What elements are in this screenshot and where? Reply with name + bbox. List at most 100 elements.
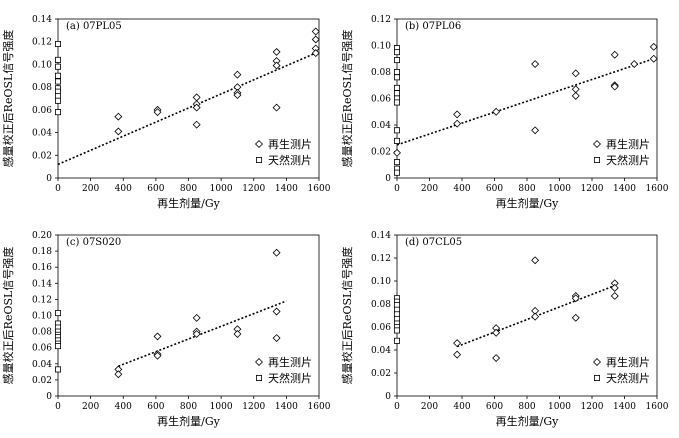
data-point-diamond (311, 35, 320, 44)
x-tick-label: 800 (180, 184, 197, 194)
y-tick-label: 0.08 (32, 328, 52, 338)
x-tick-label: 1200 (242, 402, 265, 412)
data-point-diamond (114, 370, 123, 379)
y-tick-label: 0.12 (32, 38, 52, 48)
chart-panel: 0 200 400 600 800 1000 1200 1400 1600 0 0.02 0.04 0.… (1, 15, 331, 210)
legend-label: 天然测片 (606, 153, 650, 167)
data-point-diamond (531, 60, 540, 69)
x-tick-label: 400 (453, 184, 470, 194)
y-tick-label: 0.20 (32, 231, 52, 241)
data-point-diamond (192, 103, 201, 112)
x-tick-label: 1000 (548, 184, 571, 194)
x-axis-label: 再生剂量/Gy (157, 196, 220, 210)
y-tick-label: 0.14 (371, 231, 391, 241)
legend-label: 再生测片 (606, 355, 650, 369)
y-tick-label: 0.06 (32, 106, 52, 116)
data-point-square (393, 169, 400, 176)
data-point-diamond (492, 354, 501, 363)
y-tick-label: 0.02 (32, 376, 52, 386)
y-tick-label: 0.04 (32, 129, 52, 139)
x-tick-label: 800 (518, 184, 535, 194)
x-tick-label: 1600 (308, 402, 331, 412)
legend-label: 天然测片 (268, 153, 312, 167)
y-tick-label: 0.04 (371, 121, 391, 131)
data-point-square (393, 90, 400, 97)
data-point-diamond (393, 148, 401, 157)
data-point-diamond (114, 127, 123, 136)
legend-square-marker (594, 156, 601, 163)
y-tick-label: 0.10 (32, 312, 52, 322)
x-axis-label: 再生剂量/Gy (496, 196, 559, 210)
data-point-diamond (453, 119, 462, 128)
data-point-diamond (272, 248, 281, 257)
x-tick-label: 400 (115, 184, 132, 194)
x-tick-label: 0 (394, 402, 400, 412)
data-point-diamond (610, 50, 619, 59)
data-point-square (393, 57, 400, 64)
y-axis-label: 感量校正后ReOSL信号强度 (340, 30, 354, 168)
x-tick-label: 1600 (646, 402, 669, 412)
data-point-diamond (114, 112, 123, 121)
x-tick-label: 600 (486, 184, 503, 194)
data-point-diamond (453, 350, 462, 359)
data-point-square (55, 109, 62, 116)
x-axis-label: 再生剂量/Gy (496, 414, 559, 428)
data-point-diamond (610, 291, 619, 300)
data-point-diamond (311, 27, 320, 36)
y-tick-label: 0 (385, 174, 391, 184)
data-point-diamond (272, 61, 281, 70)
data-point-diamond (571, 85, 580, 94)
data-point-square (55, 56, 62, 63)
y-tick-label: 0.12 (371, 254, 391, 264)
y-tick-label: 0.10 (371, 42, 391, 52)
trend-line (118, 300, 287, 367)
legend-diamond-marker (255, 140, 263, 148)
data-point-square (55, 40, 62, 47)
data-point-diamond (492, 328, 501, 337)
y-tick-label: 0.16 (32, 263, 52, 273)
y-tick-label: 0.12 (371, 15, 391, 25)
data-point-diamond (531, 126, 540, 135)
data-point-diamond (453, 110, 462, 119)
data-point-diamond (610, 82, 619, 91)
data-point-diamond (272, 334, 281, 343)
y-tick-label: 0.02 (371, 369, 391, 379)
data-point-diamond (571, 69, 580, 78)
data-point-square (393, 127, 400, 134)
data-point-square (393, 327, 400, 334)
x-tick-label: 1000 (210, 184, 233, 194)
data-point-diamond (153, 351, 162, 360)
data-point-diamond (153, 108, 162, 117)
y-tick-label: 0 (385, 392, 391, 402)
x-tick-label: 600 (486, 402, 503, 412)
x-tick-label: 1600 (646, 184, 669, 194)
data-point-diamond (192, 93, 201, 102)
data-point-diamond (272, 47, 281, 56)
x-axis-label: 再生剂量/Gy (157, 414, 220, 428)
y-tick-label: 0.12 (32, 295, 52, 305)
data-point-square (393, 159, 400, 166)
legend-square-marker (255, 374, 262, 381)
legend-square-marker (594, 374, 601, 381)
x-tick-label: 600 (147, 184, 164, 194)
x-tick-label: 1400 (613, 402, 636, 412)
legend-diamond-marker (593, 140, 601, 148)
legend-diamond-marker (593, 358, 601, 366)
y-tick-label: 0.14 (32, 15, 52, 25)
legend-label: 再生测片 (606, 137, 650, 151)
y-tick-label: 0.04 (32, 360, 52, 370)
data-point-diamond (272, 103, 281, 112)
y-tick-label: 0.06 (371, 323, 391, 333)
x-tick-label: 1600 (308, 184, 331, 194)
data-point-square (55, 343, 62, 350)
data-point-diamond (531, 256, 540, 265)
data-point-square (55, 310, 62, 317)
x-tick-label: 600 (147, 402, 164, 412)
data-point-square (393, 69, 400, 76)
trend-line (57, 52, 317, 166)
y-axis-label: 感量校正后ReOSL信号强度 (340, 247, 354, 385)
data-point-diamond (233, 91, 242, 100)
y-axis-label: 感量校正后ReOSL信号强度 (1, 247, 15, 385)
data-point-square (55, 97, 62, 104)
data-point-diamond (571, 91, 580, 100)
